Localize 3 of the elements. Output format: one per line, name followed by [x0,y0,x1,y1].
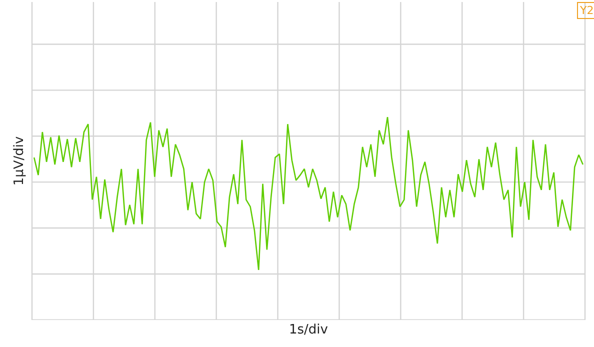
y-axis-title: 1μV/div [12,136,27,186]
text: Y2 [579,4,594,17]
x-axis-title: 1s/div [289,322,328,338]
